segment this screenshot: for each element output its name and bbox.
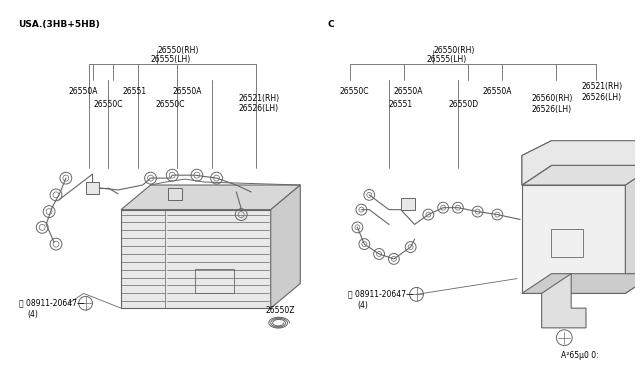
Text: A²65µ0 0:: A²65µ0 0: [561, 351, 599, 360]
Text: 26526(LH): 26526(LH) [581, 93, 621, 102]
Polygon shape [121, 185, 300, 210]
Polygon shape [522, 141, 640, 185]
Text: 26526(LH): 26526(LH) [532, 105, 572, 114]
Text: 26550(RH): 26550(RH) [157, 45, 199, 55]
Text: 26551: 26551 [123, 87, 147, 96]
Text: 26521(RH): 26521(RH) [238, 94, 280, 103]
Text: 26550C: 26550C [340, 87, 369, 96]
Polygon shape [121, 210, 271, 308]
Text: (4): (4) [28, 310, 38, 318]
Text: 26550C: 26550C [93, 100, 123, 109]
Text: 26550A: 26550A [69, 87, 99, 96]
Text: 26550Z: 26550Z [266, 306, 295, 315]
Text: 26560(RH): 26560(RH) [532, 94, 573, 103]
Text: 26555(LH): 26555(LH) [150, 55, 191, 64]
Text: 26526(LH): 26526(LH) [238, 104, 278, 113]
Polygon shape [522, 274, 640, 294]
Text: 26550A: 26550A [172, 87, 202, 96]
Polygon shape [625, 165, 640, 294]
Polygon shape [271, 185, 300, 308]
Text: 26550A: 26550A [483, 87, 512, 96]
Text: 26550(RH): 26550(RH) [433, 45, 475, 55]
Bar [552, 230, 583, 257]
Text: 26550D: 26550D [448, 100, 478, 109]
Polygon shape [522, 165, 640, 185]
Polygon shape [522, 185, 625, 294]
Bar [168, 188, 182, 200]
Text: 26555(LH): 26555(LH) [426, 55, 467, 64]
Bar [401, 198, 415, 210]
Text: Ⓝ 08911-20647—: Ⓝ 08911-20647— [348, 289, 413, 298]
Polygon shape [522, 141, 552, 185]
Polygon shape [541, 274, 586, 328]
Text: 26550A: 26550A [394, 87, 424, 96]
Text: Ⓝ 08911-20647—: Ⓝ 08911-20647— [19, 299, 84, 308]
Text: C: C [328, 20, 335, 29]
Text: 26521(RH): 26521(RH) [581, 82, 622, 91]
Text: 26550C: 26550C [156, 100, 185, 109]
Text: (4): (4) [357, 301, 368, 310]
Bar [86, 182, 99, 194]
Text: USA.(3HB+5HB): USA.(3HB+5HB) [19, 20, 100, 29]
Bar [195, 269, 234, 294]
Text: 26551: 26551 [389, 100, 413, 109]
